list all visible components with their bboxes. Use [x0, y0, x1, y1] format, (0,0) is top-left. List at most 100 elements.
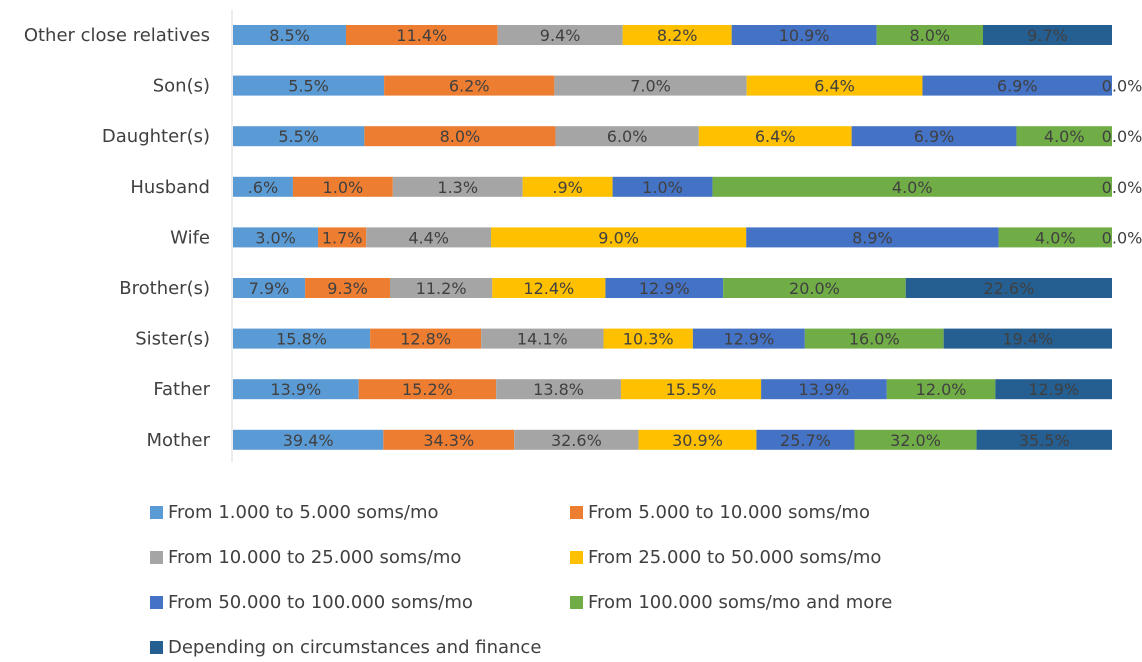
data-label: 0.0%	[1102, 127, 1142, 146]
bar-segment	[496, 379, 621, 400]
legend-swatch	[150, 641, 163, 654]
data-label: 34.3%	[423, 431, 474, 450]
bar-segment	[605, 278, 724, 298]
bar-segment	[612, 176, 713, 197]
data-label: 6.0%	[607, 127, 648, 146]
data-label: 9.0%	[598, 228, 639, 247]
data-label: 9.4%	[540, 26, 581, 45]
data-label: 13.9%	[799, 380, 850, 399]
bar-segment	[622, 25, 732, 45]
bar-segment	[233, 379, 359, 400]
data-label: 4.0%	[1044, 127, 1085, 146]
bar-segment	[995, 379, 1112, 400]
data-label: 35.5%	[1019, 431, 1070, 450]
data-label: 22.6%	[983, 279, 1034, 298]
legend-label: Depending on circumstances and finance	[168, 637, 542, 658]
stacked-bar-chart: 8.5% 11.4% 9.4% 8.2% 10.9% 8.0% 9.7% 5.5% 6.2% 7.…	[24, 10, 1142, 462]
bar-segment	[392, 176, 523, 197]
legend-label: From 5.000 to 10.000 soms/mo	[588, 502, 870, 523]
category-label: Brother(s)	[119, 278, 210, 299]
bar-segment	[364, 126, 556, 147]
data-label: 7.0%	[630, 77, 671, 96]
bar-segment	[554, 75, 747, 96]
data-label: 6.9%	[997, 77, 1038, 96]
category-label: Husband	[130, 177, 210, 198]
data-label: 8.2%	[657, 26, 698, 45]
data-label: 1.3%	[437, 178, 478, 197]
bar-segment	[723, 278, 906, 298]
category-label: Wife	[170, 227, 210, 248]
data-label: 15.8%	[276, 330, 327, 349]
data-label: 30.9%	[672, 431, 723, 450]
data-label: 12.9%	[639, 279, 690, 298]
data-label: 32.0%	[890, 431, 941, 450]
data-label: 7.9%	[249, 279, 290, 298]
legend-label: From 25.000 to 50.000 soms/mo	[588, 547, 882, 568]
bar-segment	[638, 429, 757, 450]
data-label: 9.3%	[327, 279, 368, 298]
bar-segment	[481, 328, 604, 349]
data-label: 8.0%	[909, 26, 950, 45]
legend-swatch	[570, 551, 583, 564]
data-label: 19.4%	[1002, 330, 1053, 349]
bar-segment	[233, 75, 385, 96]
legend-label: From 50.000 to 100.000 soms/mo	[168, 592, 473, 613]
bar-segment	[886, 379, 996, 400]
legend-swatch	[150, 596, 163, 609]
bar-segment	[746, 227, 999, 248]
data-label: 11.4%	[396, 26, 447, 45]
data-label: 12.4%	[523, 279, 574, 298]
bar-segment	[233, 176, 293, 197]
category-label: Mother	[147, 430, 211, 451]
data-label: 8.9%	[852, 228, 893, 247]
bar-segment	[698, 126, 852, 147]
bar-segment	[346, 25, 498, 45]
data-label: 13.8%	[533, 380, 584, 399]
category-label: Father	[153, 379, 210, 400]
data-label: 11.2%	[416, 279, 467, 298]
bar-segment	[497, 25, 623, 45]
bar-segment	[305, 278, 390, 298]
legend-swatch	[150, 551, 163, 564]
bar-segment	[491, 227, 747, 248]
legend-swatch	[570, 596, 583, 609]
bar-segment	[370, 328, 482, 349]
data-label: 10.9%	[779, 26, 830, 45]
bar-segment	[1016, 126, 1112, 147]
data-label: 0.0%	[1102, 77, 1142, 96]
bar-segment	[712, 176, 1112, 197]
data-label: 1.0%	[642, 178, 683, 197]
category-label: Son(s)	[153, 76, 210, 97]
data-label: 14.1%	[517, 330, 568, 349]
legend-swatch	[150, 506, 163, 519]
legend-item: From 10.000 to 25.000 soms/mo	[150, 547, 461, 568]
data-label: .9%	[552, 178, 582, 197]
bar-segment	[555, 126, 699, 147]
bar-segment	[358, 379, 497, 400]
bar-segment	[384, 75, 555, 96]
bar-segment	[522, 176, 613, 197]
data-label: .6%	[248, 178, 278, 197]
bar-segment	[233, 278, 306, 298]
bar-segment	[876, 25, 984, 45]
bar-segment	[983, 25, 1112, 45]
data-label: 12.9%	[723, 330, 774, 349]
data-label: 6.4%	[755, 127, 796, 146]
data-label: 6.4%	[814, 77, 855, 96]
category-label: Other close relatives	[24, 25, 210, 46]
data-label: 12.9%	[1028, 380, 1079, 399]
data-label: 4.4%	[408, 228, 449, 247]
bar-segment	[233, 328, 371, 349]
bar-segment	[943, 328, 1112, 349]
bar-segment	[318, 227, 367, 248]
bar-segment	[761, 379, 887, 400]
category-label: Daughter(s)	[102, 126, 210, 147]
legend-item: From 50.000 to 100.000 soms/mo	[150, 592, 473, 613]
data-label: 15.2%	[402, 380, 453, 399]
bar-segment	[746, 75, 923, 96]
data-label: 12.0%	[916, 380, 967, 399]
bar-segment	[756, 429, 855, 450]
data-label: 4.0%	[1035, 228, 1076, 247]
category-label: Sister(s)	[135, 329, 210, 350]
bar-segment	[389, 278, 493, 298]
